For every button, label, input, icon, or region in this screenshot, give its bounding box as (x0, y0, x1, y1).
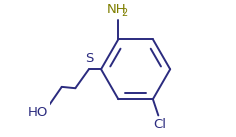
Text: NH: NH (107, 3, 127, 16)
Text: S: S (85, 52, 94, 65)
Text: Cl: Cl (153, 118, 166, 131)
Text: 2: 2 (121, 8, 128, 18)
Text: HO: HO (28, 106, 48, 119)
